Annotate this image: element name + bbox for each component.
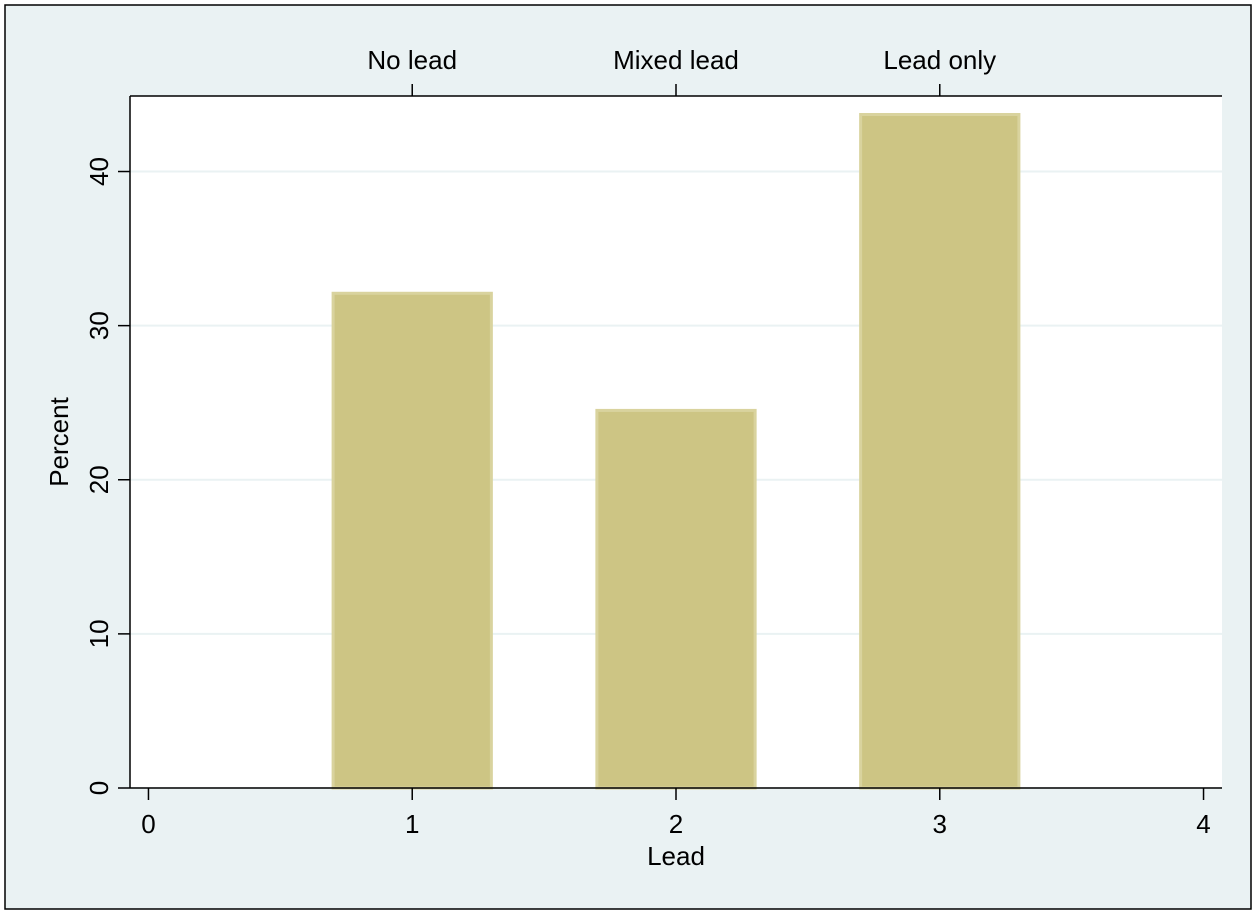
x-tick-label: 3 bbox=[933, 809, 947, 839]
x-tick-label: 4 bbox=[1196, 809, 1210, 839]
y-tick-label: 10 bbox=[84, 619, 114, 648]
y-tick-label: 20 bbox=[84, 465, 114, 494]
x-tick-label: 2 bbox=[669, 809, 683, 839]
y-tick-label: 0 bbox=[84, 781, 114, 795]
y-tick-label: 40 bbox=[84, 157, 114, 186]
bar bbox=[859, 112, 1021, 790]
top-tick-label: No lead bbox=[367, 45, 457, 75]
y-tick-label: 30 bbox=[84, 311, 114, 340]
bar bbox=[331, 291, 493, 790]
top-tick-label: Lead only bbox=[883, 45, 996, 75]
x-tick-label: 1 bbox=[405, 809, 419, 839]
x-axis-title: Lead bbox=[647, 841, 705, 871]
y-axis-title: Percent bbox=[44, 396, 74, 486]
x-tick-label: 0 bbox=[141, 809, 155, 839]
bar bbox=[595, 408, 757, 790]
top-tick-label: Mixed lead bbox=[613, 45, 739, 75]
